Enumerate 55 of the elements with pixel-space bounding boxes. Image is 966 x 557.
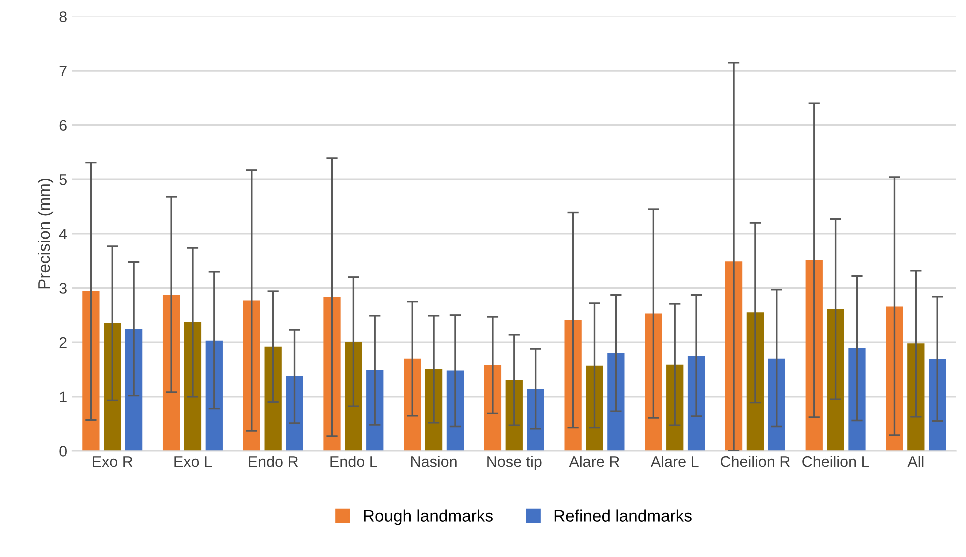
bar — [886, 306, 904, 452]
bar — [527, 389, 544, 452]
bar — [688, 356, 706, 452]
x-tick-label: Endo L — [330, 456, 378, 468]
y-tick-label: 4 — [59, 228, 68, 240]
bar — [645, 314, 662, 452]
x-tick-label: Nose tip — [488, 456, 542, 470]
x-tick-label: Alare L — [650, 456, 699, 468]
bar — [243, 300, 260, 452]
bar — [366, 370, 384, 452]
x-tick-label: Alare R — [569, 456, 620, 468]
bar — [806, 260, 823, 452]
x-tick-label: Exo L — [174, 456, 212, 468]
bar — [206, 340, 223, 452]
y-tick-label: 3 — [60, 283, 67, 294]
y-axis-title: Precision (mm) — [38, 178, 54, 289]
legend-label: Rough landmarks — [364, 510, 493, 526]
bar — [827, 309, 844, 452]
bar — [929, 359, 946, 452]
bar — [324, 297, 341, 452]
bar — [564, 320, 582, 452]
y-tick-label: 5 — [60, 174, 67, 186]
bar — [666, 364, 684, 452]
bar — [184, 322, 202, 452]
y-tick-label: 6 — [60, 120, 67, 132]
y-tick-label: 8 — [60, 12, 67, 22]
x-tick-label: Cheilion R — [720, 456, 790, 468]
bar — [425, 369, 443, 452]
legend-label: Refined landmarks — [554, 510, 692, 522]
bar — [264, 346, 282, 452]
x-tick-label: Exo R — [93, 456, 133, 468]
y-tick-label: 0 — [60, 446, 67, 457]
x-tick-label: Endo R — [249, 456, 298, 468]
bar — [286, 376, 304, 452]
x-tick-label: All — [908, 456, 924, 468]
bar — [484, 365, 502, 452]
y-tick-label: 1 — [60, 392, 67, 402]
y-tick-label: 7 — [60, 66, 67, 77]
bar — [586, 366, 604, 452]
bar — [162, 295, 180, 452]
bar — [446, 370, 464, 452]
bar — [125, 328, 143, 452]
bar — [908, 344, 925, 452]
y-tick-label: 2 — [60, 337, 67, 348]
x-tick-label: Nasion — [412, 456, 457, 468]
bar — [768, 358, 786, 452]
bar — [82, 290, 100, 452]
bar — [746, 312, 764, 452]
bar — [506, 380, 523, 452]
x-tick-label: Cheilion L — [802, 456, 870, 468]
bar — [848, 348, 866, 452]
bar — [404, 358, 422, 452]
bar — [345, 342, 362, 452]
bar — [608, 353, 625, 452]
bar — [104, 324, 122, 452]
